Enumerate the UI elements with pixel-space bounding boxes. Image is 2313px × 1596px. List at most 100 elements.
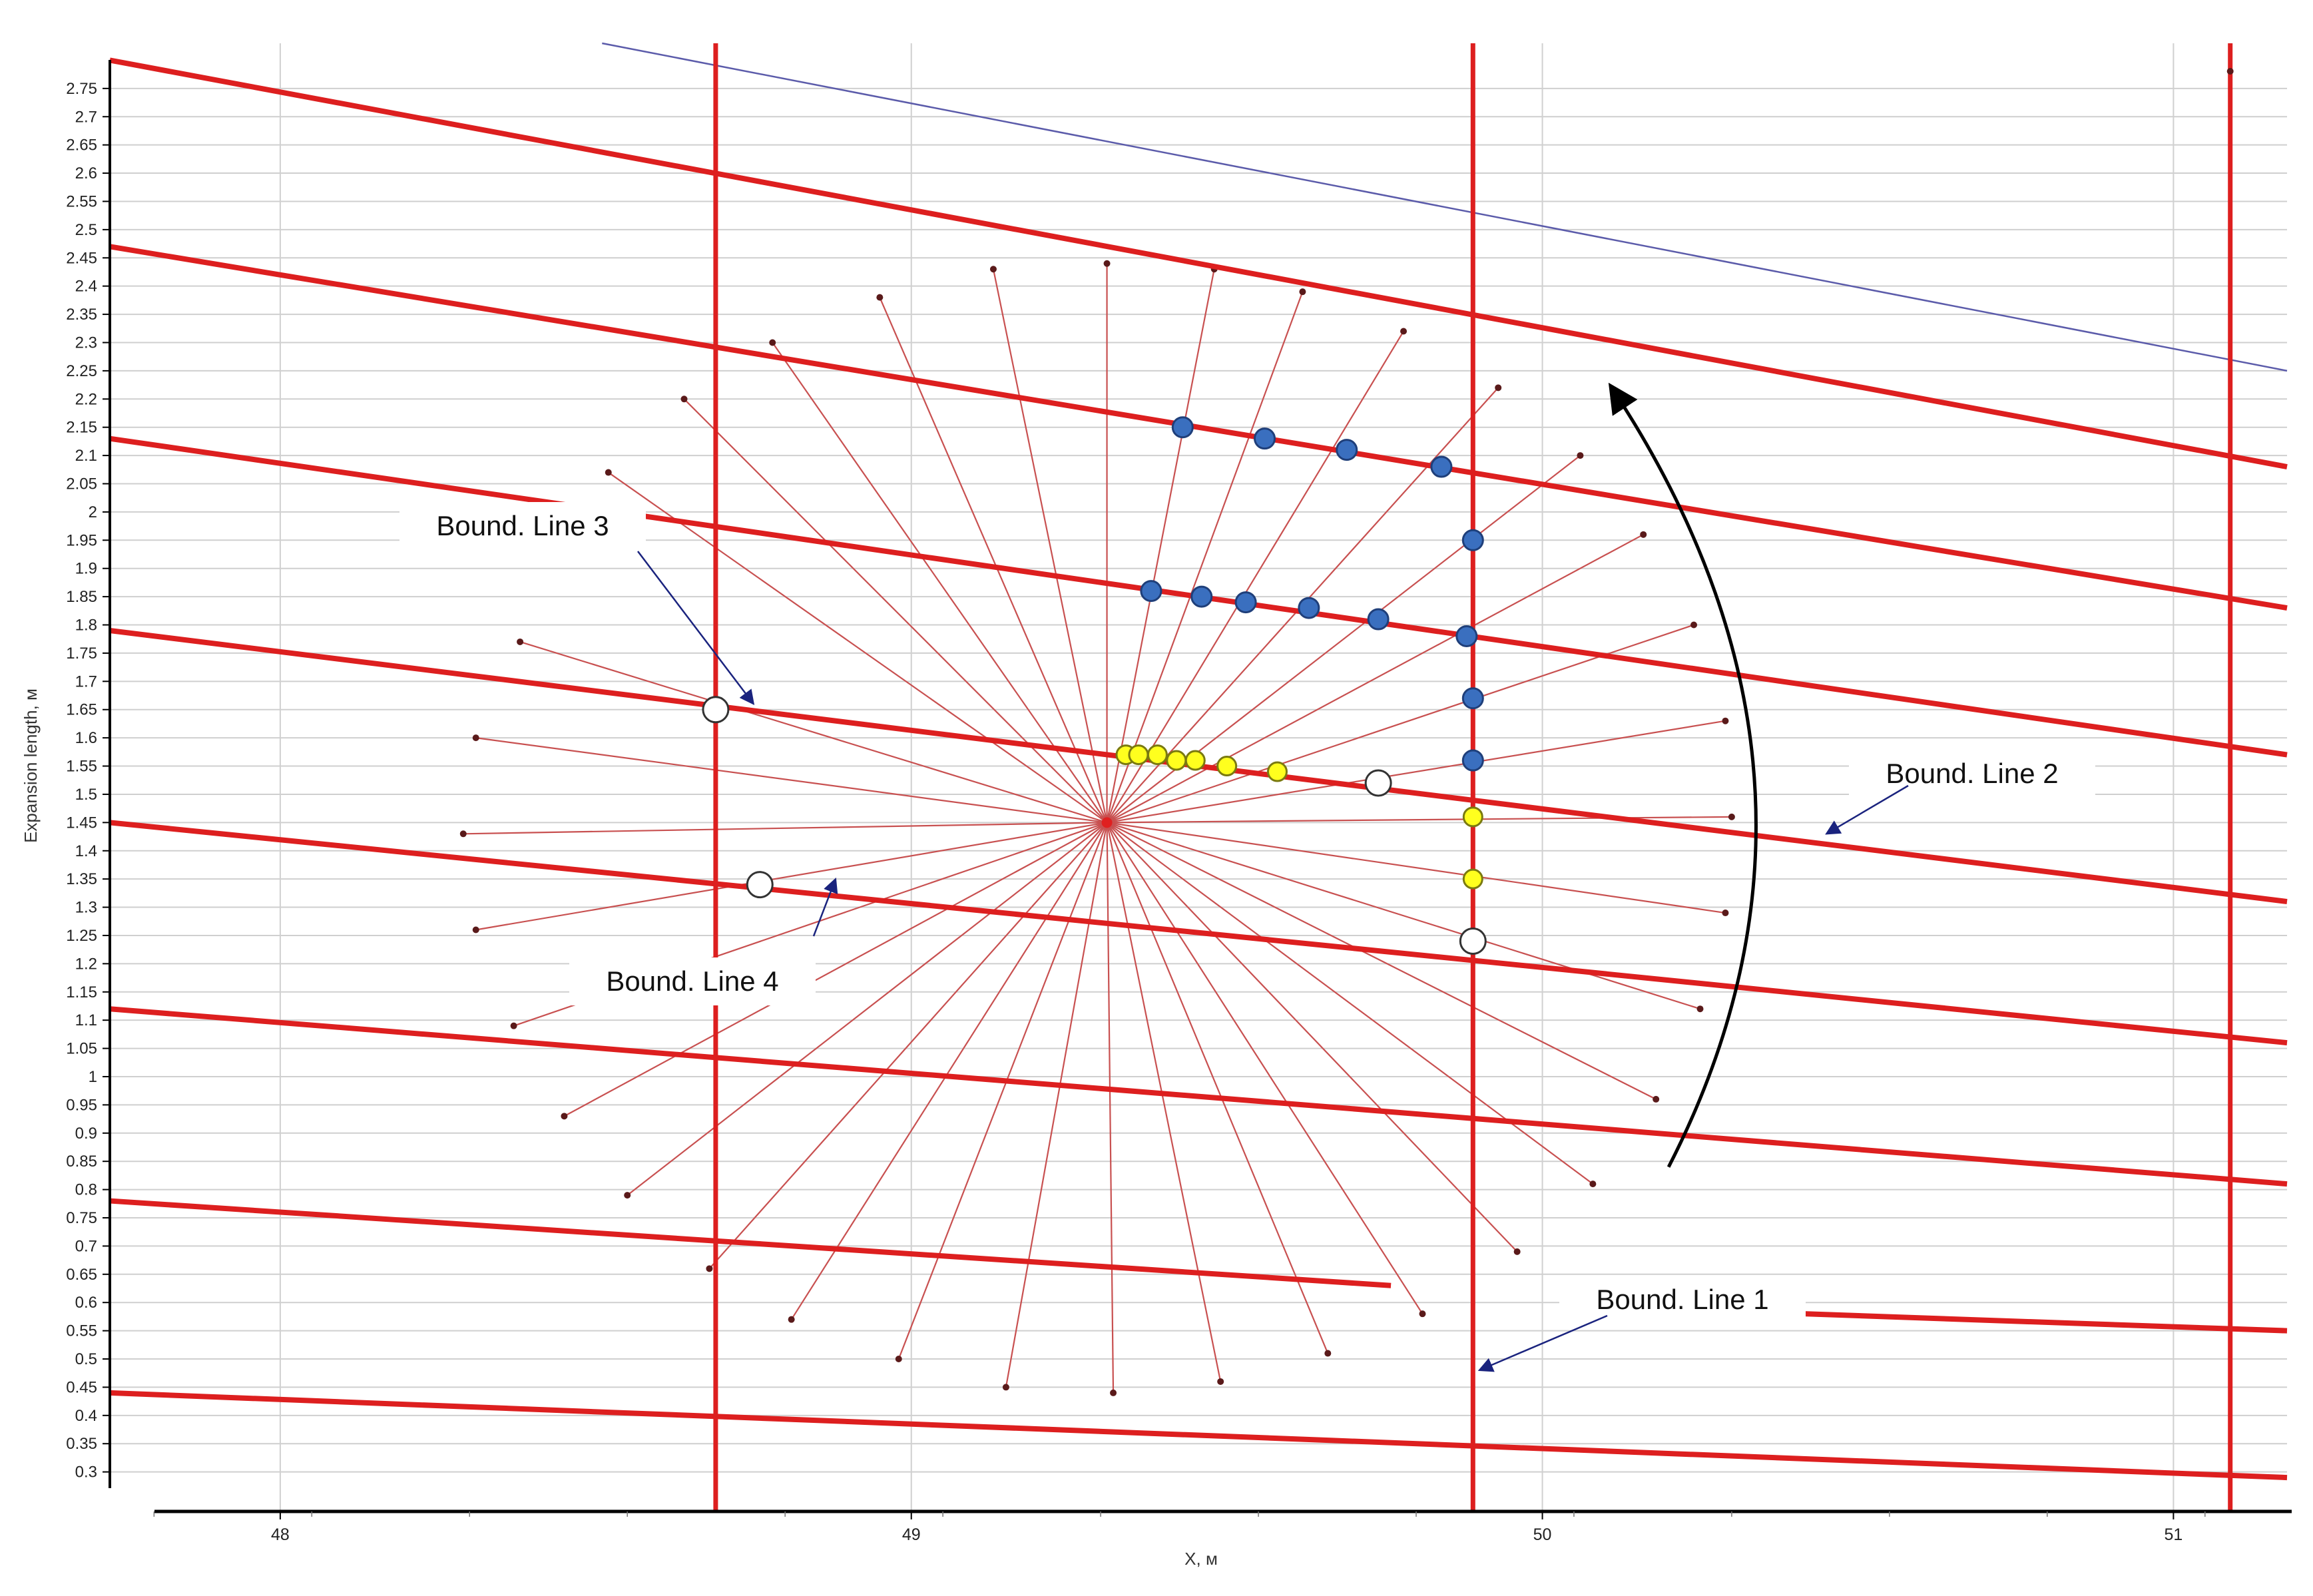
ray-line <box>1106 822 1222 1382</box>
x-tick-label: 49 <box>902 1525 921 1544</box>
yellow-point <box>1166 750 1187 771</box>
boundary-vertical-lines <box>713 43 2234 1511</box>
ray-end-dot <box>1299 288 1306 296</box>
ray-line <box>1107 624 1694 824</box>
y-tick-label: 0.3 <box>75 1463 97 1481</box>
ray-end-dot <box>605 469 612 476</box>
callout-label: Bound. Line 4 <box>606 965 778 997</box>
ray-line <box>563 822 1108 1117</box>
blue-point <box>1140 580 1162 603</box>
ray-line <box>1106 330 1404 823</box>
marker-points <box>702 416 1487 955</box>
blue-point <box>1298 597 1320 619</box>
y-tick-label: 1.55 <box>66 758 97 776</box>
ray-end-dot <box>1513 1248 1521 1255</box>
y-tick-label: 2.45 <box>66 249 97 267</box>
thin-blue-line <box>602 42 2288 372</box>
ray-line <box>1106 822 1423 1314</box>
ray-line <box>772 342 1108 823</box>
ray-line <box>475 822 1107 931</box>
yellow-point <box>1216 756 1238 777</box>
yellow-point <box>1266 761 1288 782</box>
y-tick-label: 1.6 <box>75 729 97 747</box>
ray-line <box>1106 822 1115 1393</box>
y-axis-title: Expansion length, м <box>21 688 41 843</box>
ray-end-dot <box>1324 1350 1332 1357</box>
y-tick-label: 1.3 <box>75 899 97 917</box>
ray-end-dot <box>1653 1095 1660 1103</box>
y-tick-label: 0.95 <box>66 1096 97 1114</box>
blue-point <box>1455 625 1478 647</box>
ray-end-dot <box>1002 1384 1009 1391</box>
y-tick-label: 0.45 <box>66 1378 97 1396</box>
x-tick-label: 51 <box>2164 1525 2183 1544</box>
y-tick-label: 0.65 <box>66 1266 97 1284</box>
vertical-line-end-dot <box>2226 68 2234 75</box>
ray-end-dot <box>624 1192 631 1199</box>
ray-line <box>1107 822 1726 914</box>
ray-line <box>1106 822 1518 1252</box>
y-tick-label: 0.5 <box>75 1350 97 1368</box>
blue-point <box>1461 529 1484 551</box>
callout-arrow <box>1477 1314 1608 1372</box>
y-tick-label: 2.75 <box>66 80 97 98</box>
ray-end-dot <box>1419 1310 1426 1318</box>
x-tick-label: 48 <box>271 1525 290 1544</box>
y-tick-label: 2.3 <box>75 334 97 352</box>
ray-line <box>1005 822 1108 1388</box>
ray-end-dot <box>459 830 467 838</box>
y-tick-label: 1.9 <box>75 560 97 578</box>
yellow-point <box>1147 744 1168 766</box>
ray-end-dot <box>1589 1181 1597 1188</box>
y-tick-label: 1.95 <box>66 531 97 549</box>
boundary-line <box>109 244 2288 611</box>
y-tick-label: 1.4 <box>75 842 97 860</box>
y-tick-label: 2.65 <box>66 136 97 154</box>
blue-point <box>1254 427 1276 450</box>
y-tick-label: 0.8 <box>75 1181 97 1199</box>
y-tick-label: 2.25 <box>66 362 97 380</box>
y-tick-label: 2.4 <box>75 278 97 296</box>
ray-line <box>1107 822 1657 1100</box>
y-tick-label: 1.25 <box>66 927 97 945</box>
blue-point <box>1336 439 1358 461</box>
callout-box <box>569 957 816 1005</box>
ray-fan <box>459 260 1735 1396</box>
ray-line <box>463 822 1107 835</box>
yellow-point <box>1184 750 1206 771</box>
callout-box <box>1559 1276 1806 1324</box>
y-tick-label: 0.4 <box>75 1407 97 1425</box>
blue-point <box>1367 608 1390 631</box>
y-tick-label: 1.05 <box>66 1040 97 1058</box>
ray-end-dot <box>510 1022 517 1029</box>
white-point <box>1364 769 1392 797</box>
y-tick-label: 0.55 <box>66 1322 97 1340</box>
y-tick-label: 1.7 <box>75 672 97 690</box>
ray-line <box>1107 822 1700 1010</box>
y-tick-label: 2.6 <box>75 164 97 182</box>
yellow-point <box>1462 806 1483 828</box>
axes <box>109 60 2292 1513</box>
callouts: Bound. Line 3 Bound. Line 2 Bound. Line 4 B… <box>399 502 2095 1372</box>
y-tick-label: 2.55 <box>66 192 97 210</box>
blue-point <box>1190 585 1213 608</box>
ray-end-dot <box>1696 1005 1704 1013</box>
y-tick-label: 2.2 <box>75 390 97 408</box>
y-tick-label: 2.05 <box>66 475 97 493</box>
ray-end-dot <box>472 926 479 933</box>
y-tick-label: 1.65 <box>66 701 97 719</box>
ray-end-dot <box>1495 384 1502 392</box>
blue-point <box>1234 591 1257 614</box>
ray-line <box>992 269 1108 823</box>
callout-arrow <box>812 878 838 937</box>
ray-end-dot <box>472 734 479 742</box>
ray-end-dot <box>1217 1378 1224 1385</box>
y-tick-label: 2.35 <box>66 306 97 324</box>
ray-end-dot <box>1722 717 1729 724</box>
boundary-line <box>109 1006 2288 1187</box>
y-tick-label: 0.6 <box>75 1294 97 1312</box>
callout-arrow <box>637 551 755 706</box>
y-tick-label: 1 <box>89 1068 97 1086</box>
y-tick-label: 1.45 <box>66 814 97 832</box>
